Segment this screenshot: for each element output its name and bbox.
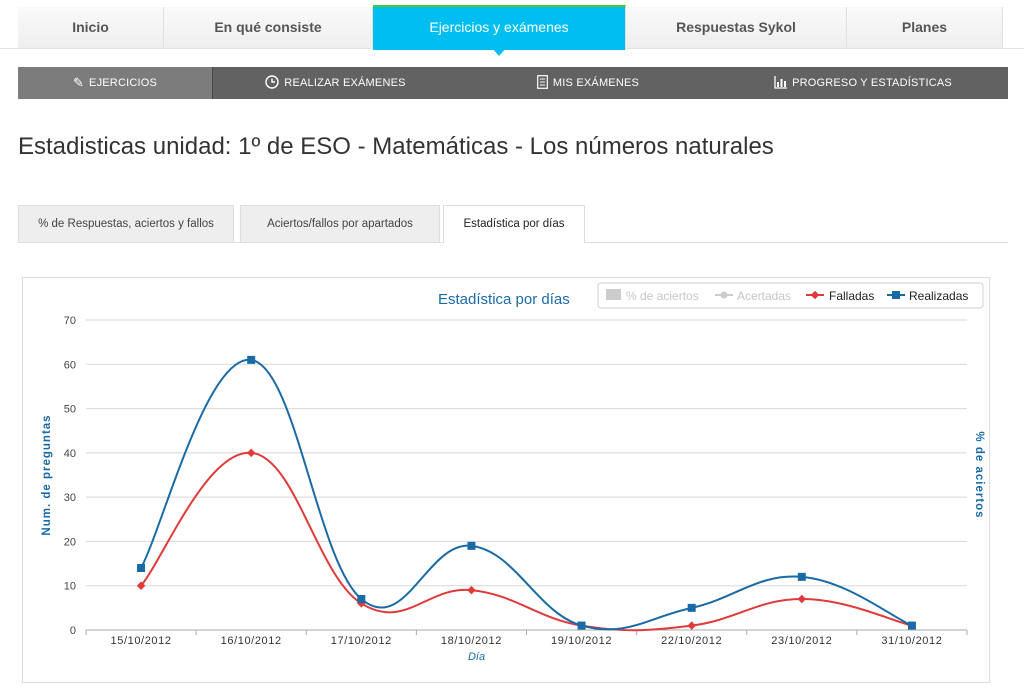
line-chart: 0 10 20 30 40 50 60 70 15/10/2012 16/10/2012 17/10… (41, 282, 985, 663)
stats-tabs: % de Respuestas, aciertos y fallos Acier… (18, 205, 1008, 243)
y-tick-label: 10 (64, 581, 76, 593)
nav-item-planes[interactable]: Planes (847, 7, 1003, 48)
y-tick-label: 30 (64, 492, 76, 504)
legend-marker-acertadas (720, 291, 728, 299)
x-tick-label: 23/10/2012 (771, 635, 832, 647)
active-nav-caret (373, 48, 625, 56)
x-tick-label: 22/10/2012 (661, 635, 722, 647)
tab-aciertos-fallos-apartados[interactable]: Aciertos/fallos por apartados (240, 205, 440, 242)
y-axis-title: Num. de preguntas (41, 414, 53, 535)
data-point-realizadas (357, 595, 366, 603)
data-point-realizadas (907, 621, 916, 630)
x-tick-label: 31/10/2012 (881, 635, 942, 647)
data-point-falladas (687, 621, 696, 630)
x-tick-label: 18/10/2012 (441, 635, 502, 647)
subnav-mis-examenes-label: MIS EXÁMENES (552, 77, 640, 89)
document-icon (537, 67, 548, 99)
subnav-progreso-estadisticas[interactable]: PROGRESO Y ESTADÍSTICAS (718, 67, 1008, 99)
data-point-realizadas (137, 564, 146, 572)
data-point-realizadas (577, 621, 586, 630)
legend-label-porcentaje-aciertos: % de aciertos (626, 289, 699, 303)
tab-estadistica-por-dias[interactable]: Estadística por días (443, 205, 585, 243)
data-point-realizadas (467, 541, 476, 550)
subnav-ejercicios[interactable]: ✎ EJERCICIOS (18, 67, 213, 99)
subnav-mis-examenes[interactable]: MIS EXÁMENES (458, 67, 718, 99)
data-point-realizadas (797, 572, 806, 581)
subnav-ejercicios-label: EJERCICIOS (89, 77, 158, 89)
x-tick-label: 16/10/2012 (221, 635, 282, 647)
clock-icon (265, 67, 279, 99)
chart-icon (774, 67, 788, 99)
series-line-realizadas (140, 358, 913, 631)
data-point-realizadas (247, 355, 256, 364)
legend-label-realizadas: Realizadas (909, 289, 968, 303)
chart-title: Estadística por días (438, 291, 570, 308)
y-tick-label: 50 (64, 404, 76, 416)
legend-label-acertadas: Acertadas (737, 289, 791, 303)
x-axis-title: Día (468, 651, 485, 663)
nav-item-respuestas-sykol[interactable]: Respuestas Sykol (626, 7, 847, 48)
chart-panel: 0 10 20 30 40 50 60 70 15/10/2012 16/10/2012 17/10… (22, 277, 990, 683)
sub-navigation: ✎ EJERCICIOS REALIZAR EXÁMENES MIS EXÁMEN… (18, 67, 1008, 99)
nav-item-ejercicios-y-examenes[interactable]: Ejercicios y exámenes (373, 5, 626, 50)
legend-swatch-porcentaje-aciertos (606, 289, 621, 300)
y-tick-label: 0 (70, 625, 76, 637)
y-tick-label: 40 (64, 448, 76, 460)
y-tick-label: 70 (64, 315, 76, 327)
legend-label-falladas: Falladas (829, 289, 874, 303)
subnav-realizar-examenes[interactable]: REALIZAR EXÁMENES (213, 67, 458, 99)
y2-axis-title: % de aciertos (973, 431, 985, 518)
subnav-progreso-estadisticas-label: PROGRESO Y ESTADÍSTICAS (792, 77, 952, 89)
y-tick-label: 20 (64, 536, 76, 548)
x-tick-label: 15/10/2012 (111, 635, 172, 647)
top-navigation: Inicio En qué consiste Ejercicios y exám… (0, 0, 1024, 56)
data-point-falladas (797, 594, 807, 604)
data-point-falladas (467, 585, 476, 595)
nav-item-en-que-consiste[interactable]: En qué consiste (164, 7, 373, 48)
legend-box (597, 282, 984, 309)
data-point-falladas (246, 448, 256, 458)
tab-respuestas-aciertos-fallos[interactable]: % de Respuestas, aciertos y fallos (18, 205, 234, 242)
x-tick-label: 19/10/2012 (551, 635, 612, 647)
legend-marker-realizadas (892, 291, 900, 299)
data-point-realizadas (687, 603, 696, 612)
y-tick-label: 60 (64, 359, 76, 371)
pencil-icon: ✎ (72, 75, 85, 90)
page-title: Estadisticas unidad: 1º de ESO - Matemát… (18, 133, 774, 160)
x-tick-label: 17/10/2012 (331, 635, 392, 647)
nav-item-inicio[interactable]: Inicio (18, 7, 164, 48)
subnav-realizar-examenes-label: REALIZAR EXÁMENES (284, 77, 406, 89)
